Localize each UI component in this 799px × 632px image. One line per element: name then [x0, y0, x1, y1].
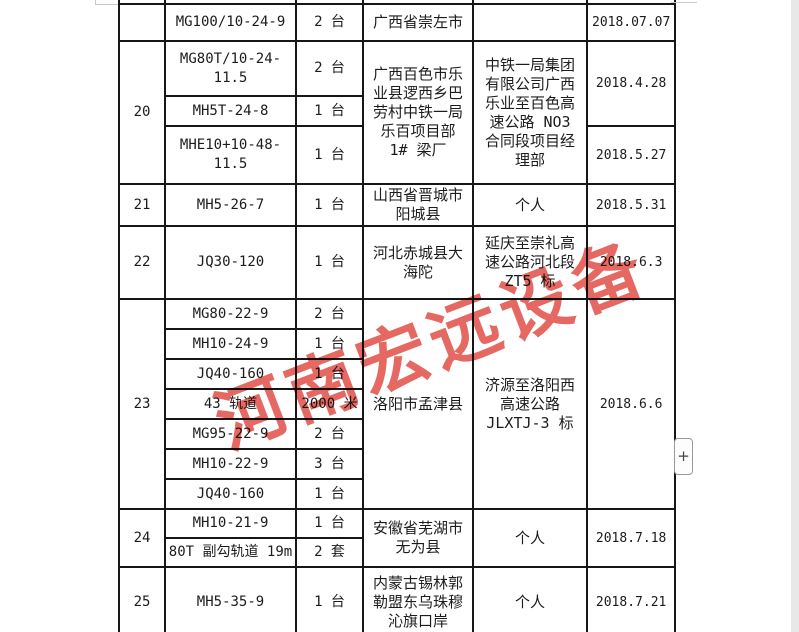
- table-row: 20 MG80T/10-24-11.5 2 台广西百色市乐业县逻西乡巴劳村中铁一局乐…: [118, 40, 677, 185]
- model-cell: MG95-22-9: [164, 418, 297, 450]
- table-row: 24 MH10-21-9 1 台安徽省芜湖市无为县 个人 2018.7.18: [118, 508, 677, 568]
- buyer-cell: [472, 3, 588, 42]
- location-cell: 河北赤城县大海陀: [362, 225, 474, 300]
- buyer-cell: 延庆至崇礼高速公路河北段 ZT5 标: [472, 225, 588, 300]
- table-row: 43 轨道 2000 米: [119, 388, 675, 420]
- equipment-table: MG100/10-24-9 2 台广西省崇左市 2018.07.07 20 MG80T/…: [118, 0, 677, 632]
- table-row: MHE10+10-48-11.5 1 台 2018.5.27: [119, 125, 677, 185]
- qty-cell: 2 台: [295, 40, 364, 97]
- table-row: MG100/10-24-9 2 台广西省崇左市 2018.07.07: [118, 3, 677, 42]
- qty-cell: 1 台: [295, 358, 364, 390]
- qty-cell: 2 套: [295, 537, 364, 568]
- buyer-cell: 中铁一局集团有限公司广西乐业至百色高速公路 NO3 合同段项目经理部: [472, 40, 588, 185]
- date-cell: 2018.6.3: [585, 225, 677, 300]
- buyer-cell: 济源至洛阳西高速公路 JLXTJ-3 标: [472, 298, 588, 510]
- qty-cell: 1 台: [295, 328, 364, 360]
- row-number: 24: [118, 508, 166, 568]
- top-left-corner-line: [95, 0, 96, 5]
- model-cell: MH10-24-9: [164, 328, 297, 360]
- location-cell: 内蒙古锡林郭勒盟东乌珠穆沁旗口岸: [362, 566, 474, 632]
- model-cell: JQ30-120: [164, 225, 297, 300]
- model-cell: MH5-26-7: [164, 183, 297, 227]
- row-number: 20: [118, 40, 166, 185]
- row-number: 23: [118, 298, 166, 510]
- row-number: 22: [118, 225, 166, 300]
- model-cell: MG80-22-9: [164, 298, 297, 330]
- table-row: JQ40-160 1 台: [119, 478, 675, 510]
- date-cell: 2018.07.07: [585, 3, 677, 42]
- location-cell: 洛阳市孟津县: [362, 298, 474, 510]
- model-cell: MG80T/10-24-11.5: [164, 40, 297, 97]
- date-cell: 2018.6.6: [585, 298, 677, 510]
- table-row: MH5T-24-8 1 台: [119, 95, 675, 127]
- scrollbar-track[interactable]: [791, 0, 799, 632]
- qty-cell: 1 台: [295, 183, 364, 227]
- table-row: 80T 副勾轨道 19m 2 套: [119, 537, 675, 568]
- date-cell: 2018.7.21: [585, 566, 677, 632]
- table-row: 25 MH5-35-9 1 台内蒙古锡林郭勒盟东乌珠穆沁旗口岸 个人 2018.7.21: [118, 566, 677, 632]
- top-right-line: [671, 2, 697, 3]
- qty-cell: 1 台: [295, 566, 364, 632]
- table-row: MG95-22-9 2 台: [119, 418, 675, 450]
- qty-cell: 2 台: [295, 418, 364, 450]
- buyer-cell: 个人: [472, 508, 588, 568]
- row-number: [118, 0, 166, 5]
- model-cell: MH10-21-9: [164, 508, 297, 539]
- location-cell: 广西省崇左市: [362, 3, 474, 42]
- model-cell: MHE10+10-48-11.5: [164, 125, 297, 185]
- model-cell: MH5T-24-8: [164, 95, 297, 127]
- date-cell: 2018.7.18: [585, 508, 677, 568]
- qty-cell: 1 台: [295, 95, 364, 127]
- model-cell: JQ40-160: [164, 478, 297, 510]
- date-cell: 2018.5.27: [585, 125, 677, 185]
- model-cell: MH5-35-9: [164, 566, 297, 632]
- buyer-cell: 个人: [472, 566, 588, 632]
- model-cell: JQ40-160: [164, 358, 297, 390]
- qty-cell: 1 台: [295, 508, 364, 539]
- table-row: 23 MG80-22-9 2 台洛阳市孟津县 济源至洛阳西高速公路 JLXTJ-3 标…: [118, 298, 677, 510]
- row-number: 21: [118, 183, 166, 227]
- equipment-table-wrap: MG100/10-24-9 2 台广西省崇左市 2018.07.07 20 MG80T/…: [118, 0, 677, 632]
- model-cell: MG100/10-24-9: [164, 3, 297, 42]
- date-cell: 2018.5.31: [585, 183, 677, 227]
- date-cell: 2018.4.28: [585, 40, 677, 127]
- buyer-cell: 个人: [472, 183, 588, 227]
- model-cell: [164, 0, 297, 5]
- table-row: 21 MH5-26-7 1 台山西省晋城市阳城县 个人 2018.5.31: [118, 183, 677, 227]
- qty-cell: 2 台: [295, 3, 364, 42]
- model-cell: 80T 副勾轨道 19m: [164, 537, 297, 568]
- qty-cell: 2 台: [295, 298, 364, 330]
- qty-cell: 3 台: [295, 448, 364, 480]
- qty-cell: 1 台: [295, 225, 364, 300]
- model-cell: MH10-22-9: [164, 448, 297, 480]
- table-row: JQ40-160 1 台: [119, 358, 675, 390]
- location-cell: 安徽省芜湖市无为县: [362, 508, 474, 568]
- location-cell: 山西省晋城市阳城县: [362, 183, 474, 227]
- row-number: [118, 3, 166, 42]
- table-row: MH10-22-9 3 台: [119, 448, 675, 480]
- qty-cell: 1 台: [295, 478, 364, 510]
- expand-button[interactable]: +: [674, 438, 693, 475]
- table-row: [118, 0, 677, 5]
- location-cell: [362, 0, 474, 5]
- top-left-corner-line: [96, 4, 118, 5]
- location-cell: 广西百色市乐业县逻西乡巴劳村中铁一局乐百项目部 1# 梁厂: [362, 40, 474, 185]
- buyer-cell: [472, 0, 588, 5]
- qty-cell: 2000 米: [295, 388, 364, 420]
- model-cell: 43 轨道: [164, 388, 297, 420]
- qty-cell: [295, 0, 364, 5]
- qty-cell: 1 台: [295, 125, 364, 185]
- row-number: 25: [118, 566, 166, 632]
- table-row: MH10-24-9 1 台: [119, 328, 675, 360]
